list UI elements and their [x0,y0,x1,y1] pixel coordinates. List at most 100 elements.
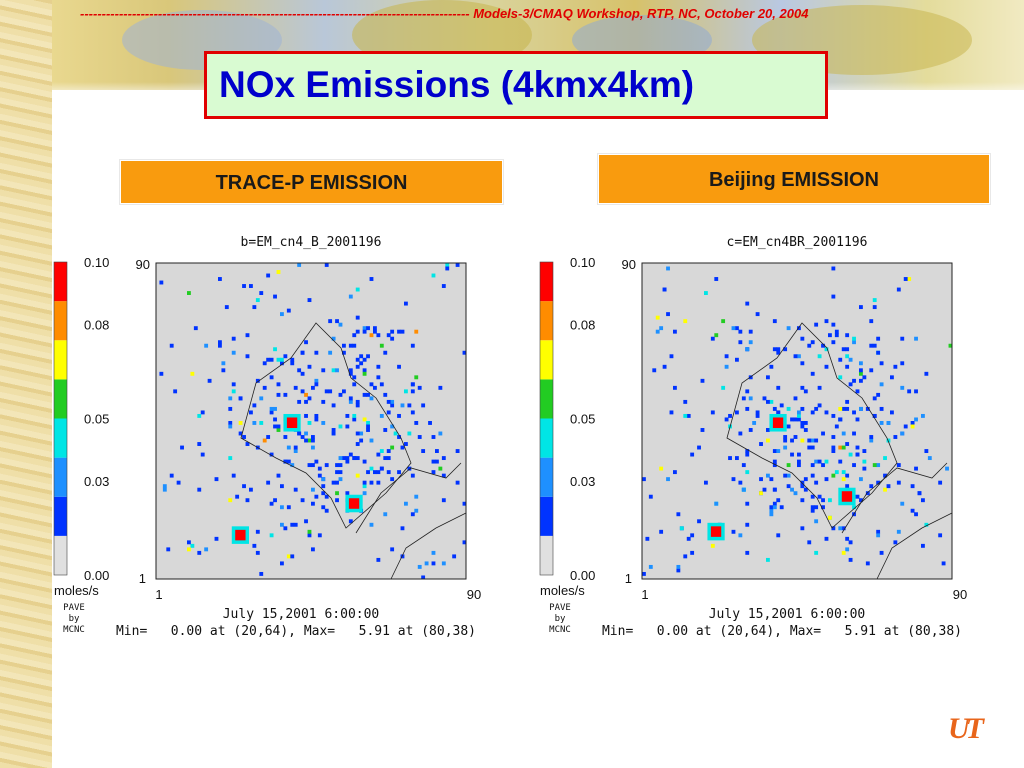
emission-cell [314,459,319,464]
emission-cell [379,343,384,348]
emission-cell [218,340,222,345]
emission-cell [679,526,684,531]
emission-cell [859,371,863,376]
emission-cell [921,413,925,418]
emission-cell [745,347,750,352]
emission-cell [783,438,788,443]
colorbar-tick-label: 0.08 [570,318,595,333]
emission-cell [393,431,398,436]
emission-cell [283,526,288,531]
emission-cell [900,385,905,390]
emission-cell [924,522,929,527]
emission-cell [704,291,708,295]
credit-text: PAVE [63,603,85,613]
emission-cell [845,354,850,359]
emission-cell [890,410,894,415]
emission-cell [652,368,657,373]
emission-cell [352,413,357,418]
emission-cell [807,540,812,545]
emission-cell [914,512,918,517]
emission-cell [855,452,860,457]
emission-cell [286,554,291,559]
emission-cell [231,336,236,341]
emission-cell [348,399,353,404]
emission-cell [659,326,664,331]
emission-cell [748,375,753,380]
emission-cell [386,333,391,338]
emission-cell [242,435,246,439]
emission-cell [269,501,274,506]
emission-cell [945,466,949,471]
emission-cell [841,477,846,482]
emission-cell [896,463,901,468]
emission-cell [424,561,429,566]
emission-cell [731,529,736,534]
emission-cell [311,463,315,468]
emission-cell [865,561,870,566]
emission-cell [328,319,333,324]
emission-cell [276,392,281,397]
emission-cell [817,403,822,408]
emission-cell [249,284,253,288]
emission-cell [290,522,295,527]
emission-cell [259,571,264,576]
emission-cell [231,350,236,355]
emission-cell [769,399,774,404]
hotspot-cell [235,529,246,541]
emission-cell [810,340,815,345]
emission-cell [790,438,794,443]
emission-cell [269,375,274,380]
emission-cell [324,389,329,394]
emission-cell [273,347,277,352]
emission-cell [441,498,446,503]
emission-cell [786,484,791,489]
emission-cell [397,364,401,369]
emission-cell [404,501,408,506]
emission-cell [383,428,388,432]
emission-cell [410,512,415,517]
emission-cell [304,438,308,443]
emission-cell [204,343,209,348]
emission-cell [311,435,315,439]
emission-cell [231,473,236,478]
emission-cell [317,466,322,471]
emission-cell [162,484,167,489]
emission-cell [710,336,715,341]
emission-cell [748,329,753,334]
emission-cell [662,287,667,292]
emission-cell [342,389,346,394]
emission-cell [900,431,905,436]
emission-cell [338,322,343,327]
emission-cell [297,263,302,267]
emission-cell [235,494,240,499]
emission-cell [331,403,336,408]
emission-cell [300,389,305,394]
emission-cell [886,484,891,489]
emission-cell [200,410,205,415]
emission-cell [410,343,415,348]
emission-cell [824,477,829,482]
emission-cell [441,284,446,288]
emission-cell [338,470,343,475]
panel-label-box-0: TRACE-P EMISSION [120,160,503,204]
emission-cell [845,473,850,478]
emission-cell [379,413,384,418]
emission-cell [803,477,808,482]
emission-cell [369,438,374,443]
emission-cell [404,442,408,446]
emission-cell [783,347,788,352]
emission-cell [838,445,843,450]
emission-cell [221,368,226,373]
emission-cell [362,326,367,331]
emission-cell [286,445,291,450]
emission-cell [290,463,295,468]
emission-cell [355,399,360,404]
emission-cell [872,298,877,303]
emission-cell [838,357,843,362]
emission-cell [786,463,791,468]
emission-cell [797,326,801,331]
emission-cell [766,557,770,562]
emission-cell [872,305,877,310]
emission-cell [259,421,264,425]
emission-cell [307,529,312,534]
